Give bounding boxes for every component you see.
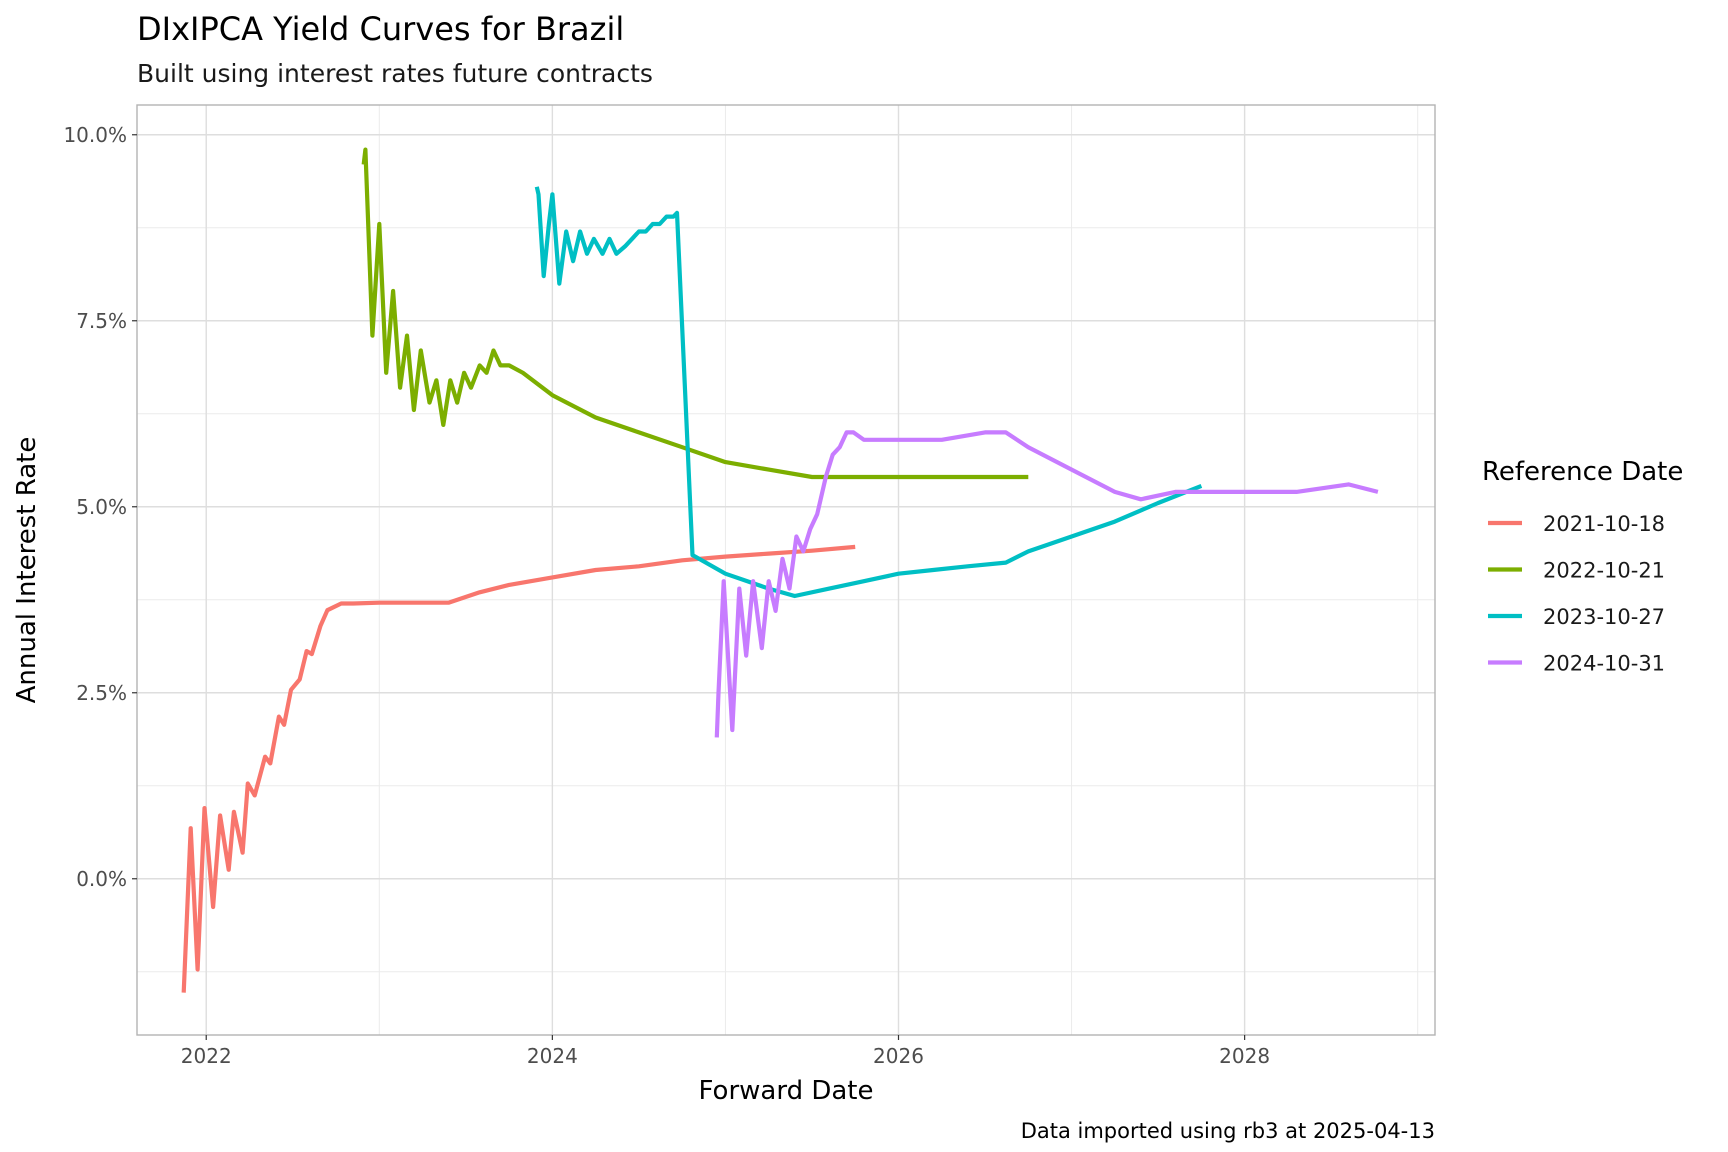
series-line-2022-10-21	[361, 147, 1029, 480]
x-tick-label: 2026	[873, 1044, 924, 1068]
legend-label: 2023-10-27	[1543, 605, 1665, 629]
y-tick-label: 2.5%	[76, 681, 127, 705]
y-axis-title: Annual Interest Rate	[12, 437, 42, 704]
legend-label: 2022-10-21	[1543, 559, 1665, 583]
chart-caption: Data imported using rb3 at 2025-04-13	[1021, 1119, 1435, 1143]
series-line-2023-10-27	[534, 186, 1203, 599]
series-line-2024-10-31	[714, 430, 1379, 738]
y-tick-label: 5.0%	[76, 495, 127, 519]
y-tick-label: 10.0%	[63, 123, 127, 147]
x-tick-label: 2024	[527, 1044, 578, 1068]
series-layer	[181, 147, 1379, 993]
legend-label: 2024-10-31	[1543, 652, 1665, 676]
chart-title: DIxIPCA Yield Curves for Brazil	[137, 10, 624, 48]
legend-item: 2023-10-27	[1488, 605, 1665, 629]
x-tick-label: 2028	[1219, 1044, 1270, 1068]
panel-border	[136, 104, 1436, 1036]
legend-label: 2021-10-18	[1543, 512, 1665, 536]
series-line-2021-10-18	[181, 544, 856, 993]
legend-item: 2022-10-21	[1488, 559, 1665, 583]
legend-item: 2024-10-31	[1488, 652, 1665, 676]
x-axis-title: Forward Date	[699, 1076, 874, 1106]
y-tick-label: 7.5%	[76, 309, 127, 333]
legend-title: Reference Date	[1482, 457, 1683, 487]
legend-item: 2021-10-18	[1488, 512, 1665, 536]
legend: Reference Date 2021-10-18 2022-10-21 2023-…	[1482, 457, 1683, 676]
y-axis-ticks: 0.0% 2.5% 5.0% 7.5% 10.0%	[63, 123, 137, 891]
x-axis-ticks: 2022 2024 2026 2028	[181, 1035, 1270, 1068]
x-tick-label: 2022	[181, 1044, 232, 1068]
chart-subtitle: Built using interest rates future contra…	[137, 59, 653, 88]
y-tick-label: 0.0%	[76, 867, 127, 891]
